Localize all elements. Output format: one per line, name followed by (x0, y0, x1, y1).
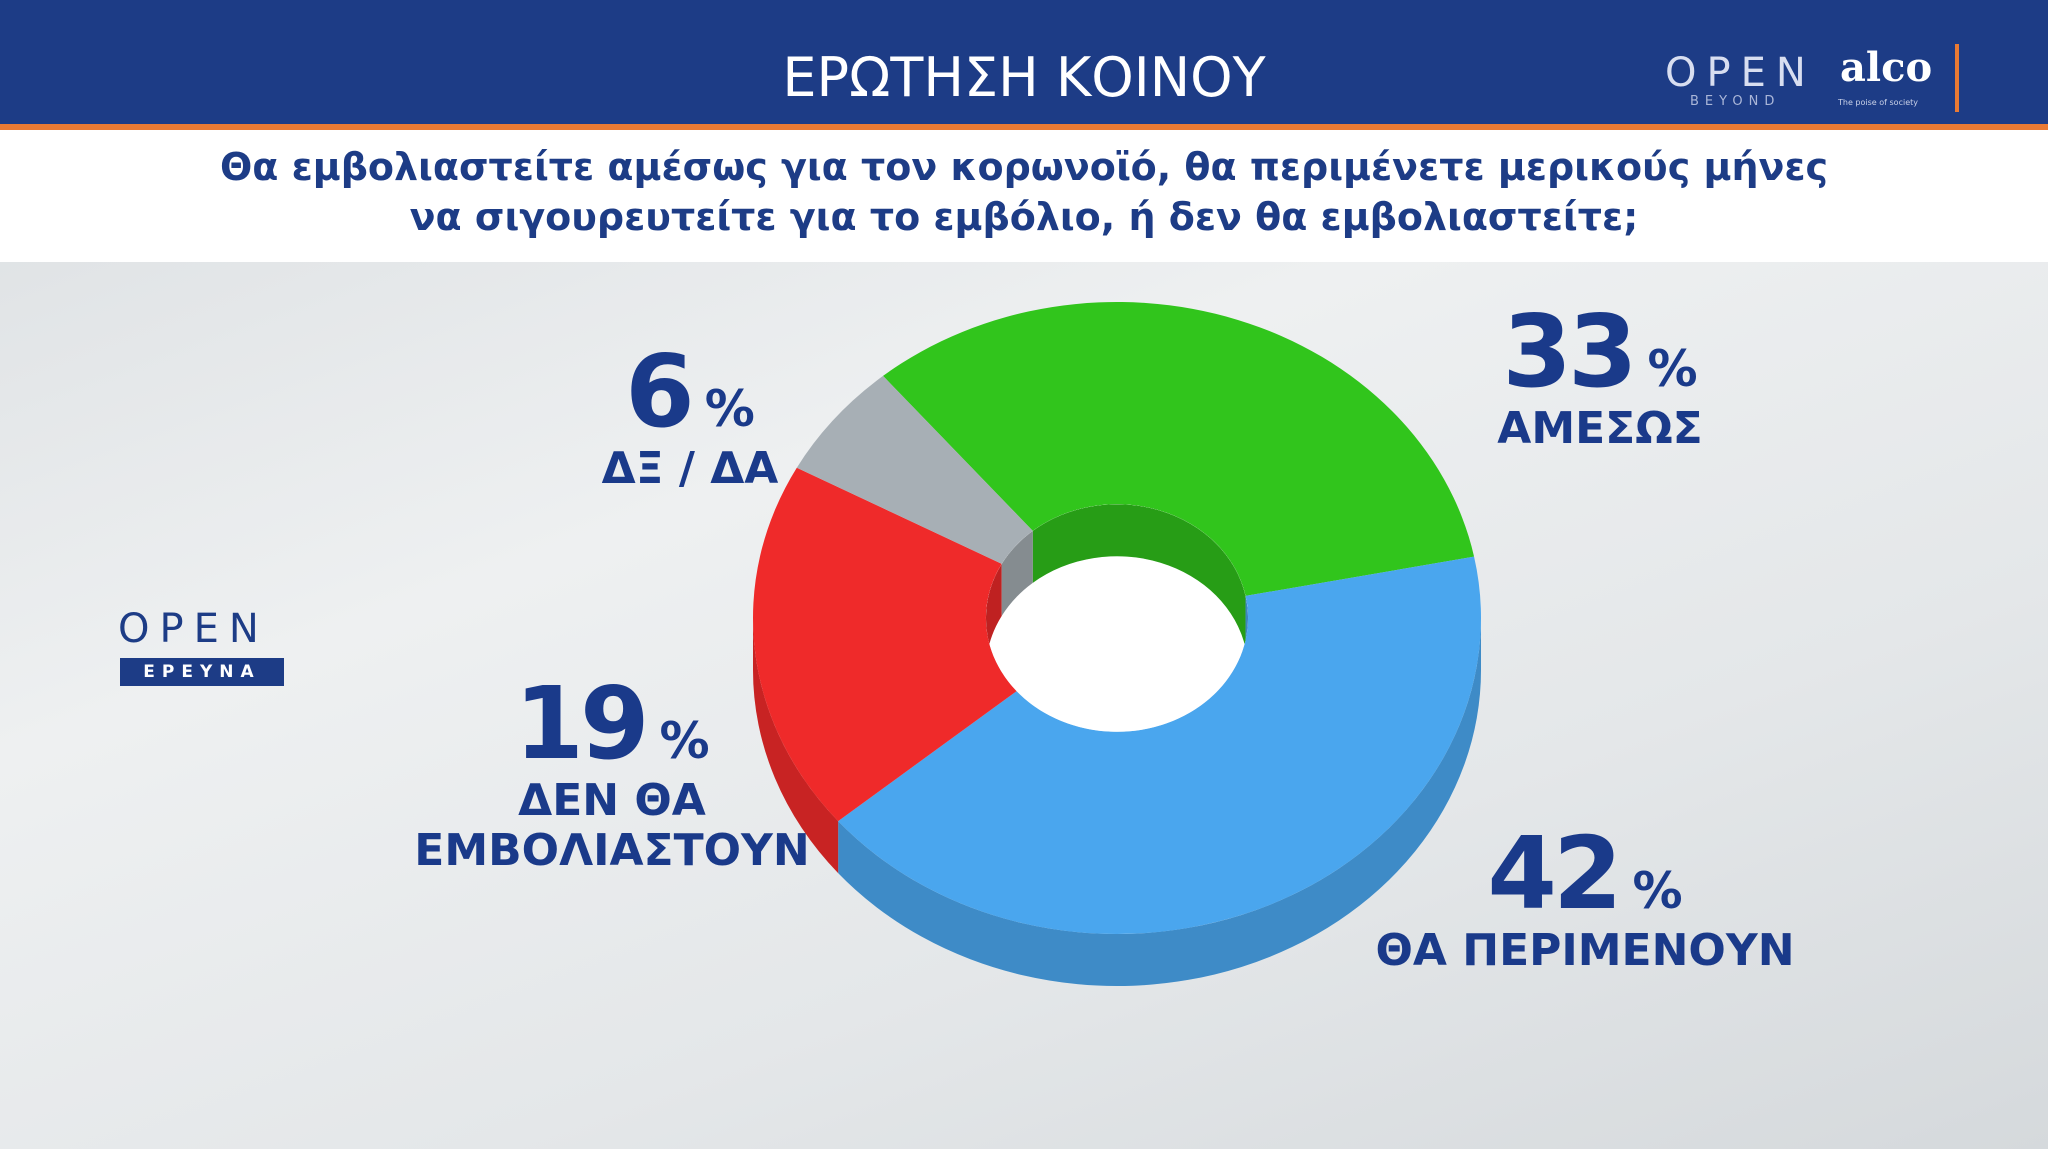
value-row: 19% (392, 672, 832, 776)
unit-label: % (659, 712, 710, 770)
slice (796, 375, 1033, 564)
slice-wall-shade (838, 618, 1481, 986)
category-label: ΑΜΕΣΩΣ (1497, 403, 1703, 454)
slice-label: 19% ΔΕΝ ΘΑ ΕΜΒΟΛΙΑΣΤΟΥΝ (392, 672, 832, 876)
unit-label: % (704, 380, 755, 438)
value-row: 6% (470, 340, 910, 444)
slice-inner-shade (1032, 504, 1246, 648)
question-line: Θα εμβολιαστείτε αμέσως για τον κορωνοϊό… (219, 145, 1829, 189)
unit-label: % (1647, 340, 1698, 398)
category-label: ΔΞ / ΔΑ (601, 443, 779, 494)
value-label: 33 (1502, 293, 1637, 410)
slice-wall (838, 618, 1481, 986)
slice-inner-shade (1001, 530, 1033, 616)
header-title: ΕΡΩΤΗΣΗ ΚΟΙΝΟΥ (782, 46, 1266, 109)
slice-inner-shade (985, 563, 1002, 670)
unit-label: % (1632, 862, 1683, 920)
inner-walls (985, 504, 1249, 670)
slice-label: 6% ΔΞ / ΔΑ (470, 340, 910, 494)
slice-label: 42% ΘΑ ΠΕΡΙΜΕΝΟΥΝ (1365, 822, 1805, 976)
slice-inner-wall (985, 563, 1002, 670)
logo-alco-sub: The poise of society (1838, 98, 1918, 107)
value-label: 19 (514, 665, 649, 782)
slice-wall-shade (753, 618, 839, 874)
slice-label: 33% ΑΜΕΣΩΣ (1380, 300, 1820, 454)
side-logo-research: ΕΡΕΥΝΑ (120, 658, 284, 686)
logo-open: OPEN (1665, 50, 1816, 96)
category-label: ΔΕΝ ΘΑ ΕΜΒΟΛΙΑΣΤΟΥΝ (414, 775, 810, 876)
value-row: 42% (1365, 822, 1805, 926)
slice (838, 556, 1481, 934)
logo-beyond: BEYOND (1690, 94, 1781, 109)
value-label: 6 (625, 333, 695, 450)
slice-inner-wall (1001, 530, 1033, 616)
slice (883, 302, 1475, 596)
slice (752, 467, 1017, 822)
question-line: να σιγουρευτείτε για το εμβόλιο, ή δεν θ… (409, 195, 1639, 239)
category-label: ΘΑ ΠΕΡΙΜΕΝΟΥΝ (1375, 925, 1795, 976)
value-row: 33% (1380, 300, 1820, 404)
value-label: 42 (1487, 815, 1622, 932)
question: Θα εμβολιαστείτε αμέσως για τον κορωνοϊό… (0, 130, 2048, 262)
slice-inner-wall (1032, 504, 1246, 648)
side-logo-open: OPEN (118, 606, 269, 652)
header-bar: ΕΡΩΤΗΣΗ ΚΟΙΝΟΥ OPEN BEYOND alco The pois… (0, 0, 2048, 130)
slice-wall (753, 618, 839, 874)
logo-alco: alco (1840, 44, 1933, 91)
divider (1955, 44, 1959, 112)
